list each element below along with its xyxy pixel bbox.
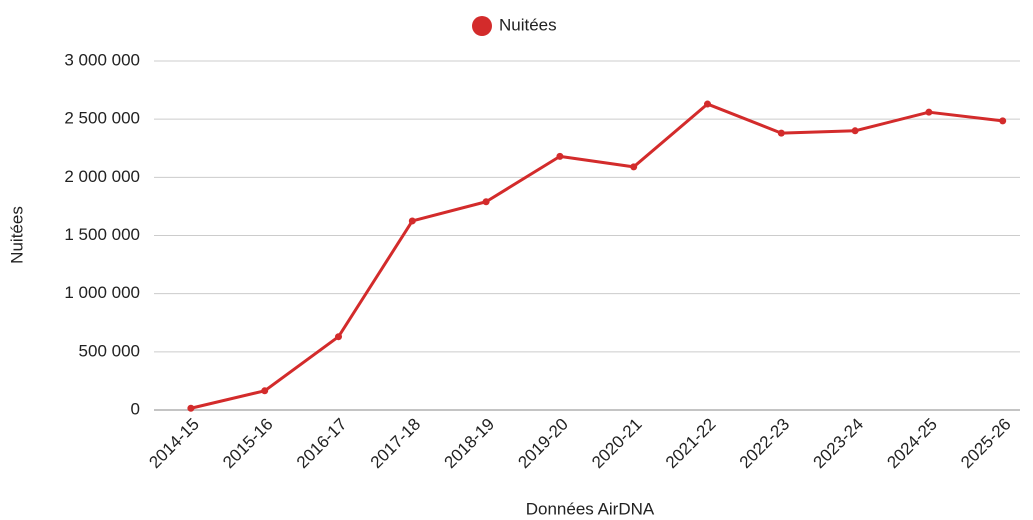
point — [999, 117, 1007, 125]
point — [408, 217, 416, 225]
point — [482, 198, 490, 206]
legend-label: Nuitées — [499, 15, 557, 34]
x-tick-label: 2014-15 — [145, 415, 203, 473]
y-tick-label: 3 000 000 — [64, 50, 140, 69]
y-tick-label: 2 000 000 — [64, 167, 140, 186]
y-tick-label: 500 000 — [79, 341, 140, 360]
point — [925, 108, 933, 116]
point — [630, 163, 638, 171]
y-tick-label: 0 — [131, 399, 140, 418]
point — [704, 100, 711, 108]
point — [851, 127, 859, 135]
x-tick-label: 2020-21 — [588, 415, 646, 473]
point — [261, 387, 269, 395]
x-tick-label: 2022-23 — [736, 415, 794, 473]
x-tick-label: 2025-26 — [957, 415, 1015, 473]
y-tick-label: 2 500 000 — [64, 109, 140, 128]
x-tick-label: 2015-16 — [219, 415, 277, 473]
point — [556, 152, 564, 160]
x-tick-label: 2023-24 — [810, 415, 868, 473]
x-tick-label: 2018-19 — [441, 415, 499, 473]
x-tick-label: 2019-20 — [514, 415, 572, 473]
y-axis-title: Nuitées — [7, 206, 26, 264]
x-tick-label: 2017-18 — [367, 415, 425, 473]
x-tick-label: 2024-25 — [883, 415, 941, 473]
point — [777, 129, 785, 137]
point — [187, 404, 195, 412]
x-tick-label: 2021-22 — [662, 415, 720, 473]
x-axis-title: Données AirDNA — [526, 499, 655, 518]
legend-marker — [472, 16, 492, 36]
y-tick-label: 1 500 000 — [64, 225, 140, 244]
line — [190, 102, 1003, 410]
y-tick-label: 1 000 000 — [64, 283, 140, 302]
point — [335, 333, 342, 341]
x-tick-label: 2016-17 — [293, 415, 351, 473]
